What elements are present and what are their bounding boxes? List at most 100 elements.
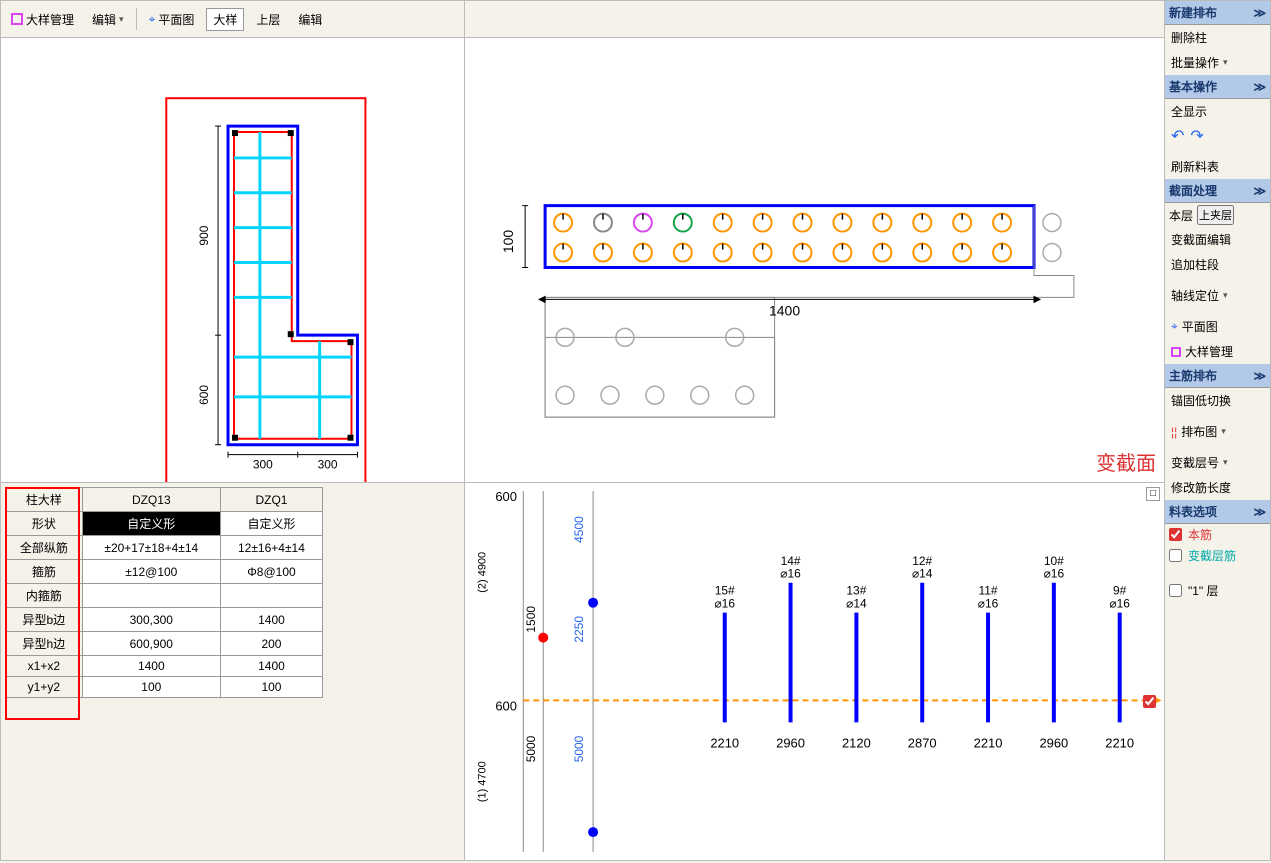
- elevation-checkbox[interactable]: [1143, 695, 1156, 708]
- svg-text:⌀16: ⌀16: [978, 597, 999, 611]
- table-row[interactable]: 形状自定义形自定义形: [6, 512, 323, 536]
- edit-button[interactable]: 编辑 ▾: [86, 9, 130, 30]
- svg-text:1500: 1500: [524, 606, 538, 633]
- svg-text:900: 900: [197, 225, 211, 245]
- modify-length-button[interactable]: 修改筋长度: [1165, 475, 1270, 500]
- svg-text:10#: 10#: [1044, 554, 1064, 568]
- plan-view-button[interactable]: ⌖ 平面图: [143, 9, 201, 30]
- toolbar-left: 大样管理 编辑 ▾ ⌖ 平面图 大样 上层 编辑: [0, 0, 465, 38]
- svg-text:2210: 2210: [710, 735, 739, 750]
- table-row[interactable]: 异型h边600,900200: [6, 632, 323, 656]
- svg-text:600: 600: [197, 385, 211, 405]
- svg-text:2120: 2120: [842, 735, 871, 750]
- svg-text:⌀14: ⌀14: [846, 597, 867, 611]
- cb-section-rebar[interactable]: [1169, 549, 1182, 562]
- column-data-table: 柱大样DZQ13DZQ1 形状自定义形自定义形全部纵筋±20+17±18+4±1…: [5, 487, 323, 698]
- cb-floor-1[interactable]: [1169, 584, 1182, 597]
- table-row[interactable]: y1+y2100100: [6, 677, 323, 698]
- undo-button[interactable]: ↶: [1171, 126, 1184, 146]
- svg-text:300: 300: [318, 458, 338, 472]
- toolbar-center: [465, 0, 1165, 38]
- svg-text:9#: 9#: [1113, 584, 1127, 598]
- chevron-down-icon: ▾: [119, 14, 124, 25]
- elevation-drawing: 600 600 (2) 4900 (1) 4700 1500 5000 4500…: [465, 483, 1164, 860]
- section-drawing: 900 600 300 300: [1, 38, 464, 482]
- redo-button[interactable]: ↷: [1190, 126, 1203, 146]
- svg-text:2250: 2250: [572, 616, 586, 643]
- group-new-layout: 新建排布≫: [1165, 1, 1270, 25]
- svg-text:⌀16: ⌀16: [714, 597, 735, 611]
- svg-text:600: 600: [495, 489, 517, 504]
- svg-text:2960: 2960: [1039, 735, 1068, 750]
- square-icon: [1171, 347, 1181, 357]
- svg-text:11#: 11#: [979, 584, 998, 598]
- table-row[interactable]: 内箍筋: [6, 584, 323, 608]
- svg-text:2960: 2960: [776, 735, 805, 750]
- tab-upper[interactable]: 上层: [250, 9, 286, 30]
- plan-view-panel: 100 1400 变截面: [465, 38, 1165, 483]
- table-header: 柱大样: [6, 488, 83, 512]
- anchor-switch-button[interactable]: 锚固低切换: [1165, 388, 1270, 413]
- section-change-label: 变截面: [1096, 447, 1156, 476]
- table-row[interactable]: 异型b边300,3001400: [6, 608, 323, 632]
- cb-main-rebar-label: 本筋: [1188, 526, 1212, 543]
- table-row[interactable]: 全部纵筋±20+17±18+4±1412±16+4±14: [6, 536, 323, 560]
- svg-text:5000: 5000: [524, 735, 538, 762]
- svg-text:1400: 1400: [769, 302, 800, 318]
- svg-text:4500: 4500: [572, 516, 586, 543]
- svg-text:100: 100: [500, 230, 516, 254]
- detail-mgmt-button[interactable]: 大样管理: [5, 9, 80, 30]
- svg-text:(2) 4900: (2) 4900: [476, 552, 488, 593]
- cb-section-rebar-label: 变截层筋: [1188, 547, 1236, 564]
- group-section: 截面处理≫: [1165, 179, 1270, 203]
- chevron-icon: ≫: [1253, 6, 1266, 20]
- cb-floor-1-label: "1" 层: [1188, 582, 1219, 599]
- section-preview-panel: 900 600 300 300: [0, 38, 465, 483]
- svg-text:⌀16: ⌀16: [1044, 567, 1065, 581]
- detail-mgmt-side-button[interactable]: 大样管理: [1165, 339, 1270, 364]
- svg-text:5000: 5000: [572, 735, 586, 762]
- svg-text:(1) 4700: (1) 4700: [476, 761, 488, 802]
- plan-drawing: 100 1400: [465, 38, 1164, 482]
- svg-text:13#: 13#: [846, 584, 866, 598]
- table-header: DZQ1: [220, 488, 322, 512]
- group-table-opts: 料表选项≫: [1165, 500, 1270, 524]
- edit-button-2[interactable]: 编辑: [292, 9, 328, 30]
- svg-text:⌀16: ⌀16: [1109, 597, 1130, 611]
- table-header: DZQ13: [82, 488, 220, 512]
- sidebar: 新建排布≫ 删除柱 批量操作▾ 基本操作≫ 全显示 ↶ ↷ 刷新料表 截面处理≫…: [1165, 0, 1271, 861]
- table-row[interactable]: x1+x214001400: [6, 656, 323, 677]
- add-segment-button[interactable]: 追加柱段: [1165, 252, 1270, 277]
- svg-text:⌀14: ⌀14: [912, 567, 933, 581]
- group-main-rebar: 主筋排布≫: [1165, 364, 1270, 388]
- layout-view-button[interactable]: ¦¦ 排布图▾: [1165, 419, 1270, 444]
- svg-text:15#: 15#: [715, 584, 735, 598]
- svg-text:⌀16: ⌀16: [780, 567, 801, 581]
- upper-mezz-button[interactable]: 上夹层: [1197, 205, 1234, 225]
- batch-ops-button[interactable]: 批量操作▾: [1165, 50, 1270, 75]
- separator: [136, 8, 137, 30]
- svg-text:600: 600: [495, 698, 517, 713]
- refresh-table-button[interactable]: 刷新料表: [1165, 154, 1270, 179]
- delete-column-button[interactable]: 删除柱: [1165, 25, 1270, 50]
- svg-text:300: 300: [253, 458, 273, 472]
- svg-text:2210: 2210: [974, 735, 1003, 750]
- svg-text:14#: 14#: [781, 554, 801, 568]
- section-floor-button[interactable]: 变截层号▾: [1165, 450, 1270, 475]
- plan-icon: ⌖: [1171, 319, 1178, 334]
- svg-text:12#: 12#: [912, 554, 932, 568]
- svg-text:2870: 2870: [908, 735, 937, 750]
- section-edit-button[interactable]: 变截面编辑: [1165, 227, 1270, 252]
- plan-view-side-button[interactable]: ⌖ 平面图: [1165, 314, 1270, 339]
- floor-label: 本层: [1169, 207, 1193, 224]
- table-panel: 柱大样DZQ13DZQ1 形状自定义形自定义形全部纵筋±20+17±18+4±1…: [0, 483, 465, 861]
- close-button[interactable]: □: [1146, 487, 1160, 501]
- plan-icon: ⌖: [149, 12, 156, 27]
- table-row[interactable]: 箍筋±12@100Φ8@100: [6, 560, 323, 584]
- axis-locate-button[interactable]: 轴线定位▾: [1165, 283, 1270, 308]
- square-icon: [11, 13, 23, 25]
- show-all-button[interactable]: 全显示: [1165, 99, 1270, 124]
- tab-detail[interactable]: 大样: [206, 8, 244, 31]
- cb-main-rebar[interactable]: [1169, 528, 1182, 541]
- elevation-panel: □ 600 600 (2) 4900 (1) 4700 1500 5000 45…: [465, 483, 1165, 861]
